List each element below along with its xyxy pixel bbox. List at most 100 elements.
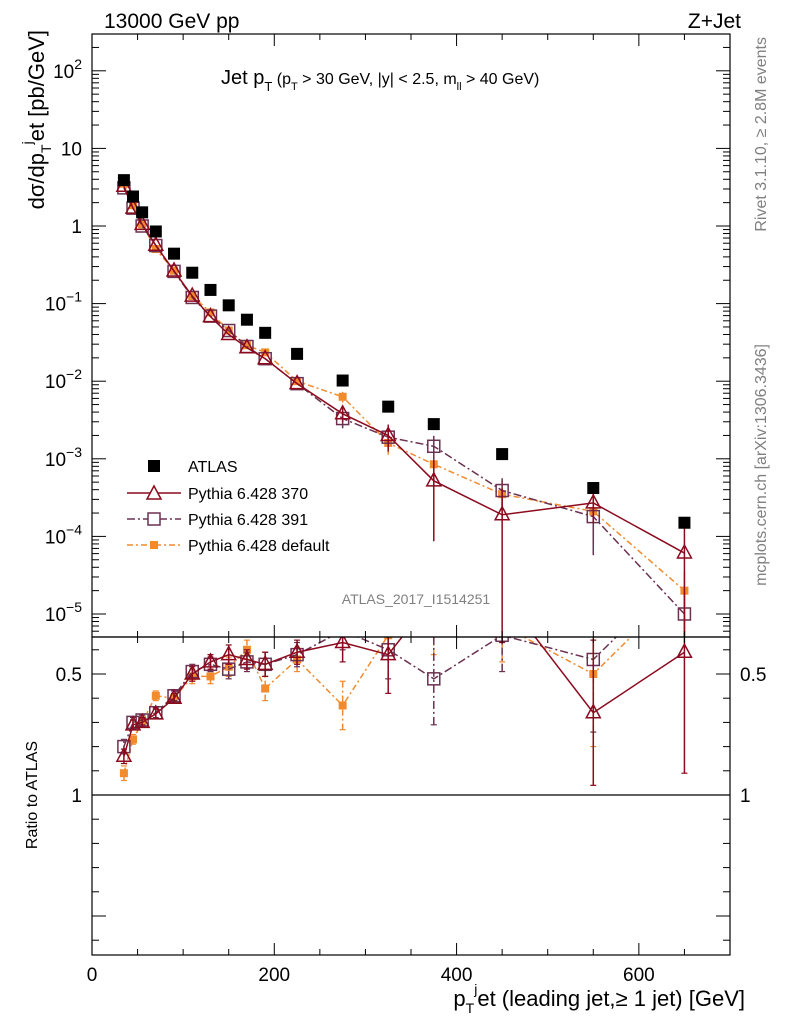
title-cut-mid: > 30 GeV, |y| < 2.5, m	[298, 71, 457, 88]
ratio-point-1-15	[585, 703, 602, 719]
title-cut-sub: T	[291, 81, 298, 93]
main-point-0-8	[240, 313, 253, 326]
legend-label-pythia-391: Pythia 6.428 391	[188, 512, 308, 529]
ratio-point-3-3	[151, 691, 160, 700]
xlabel-a: p	[453, 986, 465, 1011]
y-tick-label-7: 102	[53, 56, 82, 83]
xlabel-sup: j	[473, 981, 477, 997]
ratio-point-2-11	[335, 637, 350, 638]
y-tick-label-5: 1	[71, 217, 82, 238]
ratio-point-3-6	[206, 672, 215, 681]
main-point-1-13	[425, 471, 443, 487]
ratio-series-2	[117, 637, 618, 755]
main-point-0-15	[587, 482, 600, 495]
main-point-1-3	[147, 235, 165, 251]
ratio-point-3-13	[430, 622, 438, 630]
main-point-0-3	[149, 225, 162, 238]
main-line-3	[123, 183, 685, 592]
main-point-0-7	[222, 299, 235, 312]
main-point-1-8	[238, 338, 256, 354]
main-point-3-6	[206, 308, 215, 317]
main-point-3-11	[338, 392, 347, 401]
main-point-0-9	[259, 326, 272, 339]
title-cut-sub2: ll	[457, 81, 462, 93]
legend-marker-pythia-370	[127, 484, 181, 500]
main-point-3-3	[151, 245, 160, 254]
main-series-0	[117, 174, 691, 529]
main-point-0-13	[427, 418, 440, 431]
main-point-2-13	[427, 439, 441, 454]
ratio-point-1-11	[334, 637, 351, 649]
rivet-label: Rivet 3.1.10, ≥ 2.8M events	[753, 37, 770, 232]
ratio-y-axis-label: Ratio to ATLAS	[24, 741, 41, 849]
y-tick-label-0: 10−5	[45, 599, 82, 626]
ratio-point-1-9	[256, 654, 274, 671]
main-series-1	[115, 176, 693, 637]
main-point-1-5	[184, 286, 201, 302]
main-point-0-0	[117, 174, 130, 187]
ratio-tick-label-right-1: 1	[740, 786, 751, 807]
title-main-sub: T	[264, 79, 272, 94]
y-tick-label-3: 10−2	[45, 366, 82, 393]
legend-label-pythia-370: Pythia 6.428 370	[188, 486, 308, 503]
main-point-1-4	[165, 261, 183, 277]
title-cut-open: (p	[277, 71, 291, 88]
ratio-point-1-16	[676, 642, 693, 658]
x-tick-label-0: 0	[87, 965, 98, 986]
main-point-0-1	[127, 190, 140, 203]
ratio-point-3-0	[119, 769, 128, 778]
ratio-point-1-0	[115, 746, 133, 763]
title-cut-close: > 40 GeV)	[462, 71, 540, 88]
ratio-point-1-2	[133, 712, 151, 729]
header-right: Z+Jet	[688, 10, 741, 33]
main-point-1-11	[334, 404, 351, 420]
main-point-0-14	[496, 448, 509, 461]
main-point-1-9	[256, 349, 274, 365]
legend: ATLAS Pythia 6.428 370 Pythia 6.428 391 …	[127, 459, 330, 555]
main-point-0-6	[204, 283, 217, 296]
main-point-0-4	[168, 247, 181, 260]
header-left: 13000 GeV pp	[104, 10, 239, 33]
legend-marker-atlas	[148, 460, 160, 472]
xlabel-sub: T	[466, 1000, 475, 1016]
ratio-line-3	[123, 637, 633, 774]
main-point-3-8	[242, 341, 251, 350]
ratio-point-1-4	[165, 688, 183, 704]
x-axis-label: pTjet (leading jet,≥ 1 jet) [GeV]	[453, 981, 745, 1016]
main-point-2-5	[185, 290, 200, 305]
y-tick-label-6: 10	[61, 139, 82, 160]
legend-marker-pythia-391	[127, 512, 181, 526]
main-point-0-16	[678, 516, 691, 529]
ylabel-sub: T	[38, 144, 54, 153]
ratio-point-1-12	[379, 645, 397, 661]
ratio-point-3-11	[338, 701, 347, 710]
ratio-point-1-3	[147, 704, 165, 720]
y-tick-label-1: 10−4	[45, 521, 82, 548]
main-point-0-10	[291, 347, 304, 360]
ylabel-b: et [pb/GeV]	[24, 30, 49, 141]
main-point-1-7	[220, 324, 237, 341]
main-point-1-10	[288, 374, 306, 390]
legend-label-pythia-default: Pythia 6.428 default	[188, 538, 330, 555]
ratio-point-1-5	[184, 664, 201, 680]
main-point-2-7	[221, 323, 236, 338]
y-tick-label-4: 10−1	[45, 289, 82, 316]
main-point-0-5	[186, 266, 199, 279]
legend-label-atlas: ATLAS	[188, 459, 238, 476]
ratio-point-1-10	[288, 642, 306, 658]
ratio-point-3-9	[261, 684, 270, 693]
main-y-axis-label: dσ/dpTjet [pb/GeV]	[19, 30, 54, 209]
ratio-series-1	[115, 637, 693, 786]
main-point-3-1	[129, 201, 138, 210]
ratio-tick-label-right-0: 0.5	[740, 665, 766, 686]
main-point-1-12	[379, 425, 397, 442]
main-point-0-11	[336, 374, 349, 387]
main-point-1-16	[676, 543, 693, 559]
axes: 0 200 400 600 10−5 10−4 10−3 10−2 10−1 1 10 102 0.5 0…	[45, 33, 766, 986]
analysis-watermark: ATLAS_2017_I1514251	[342, 591, 491, 607]
xlabel-b: et (leading jet,≥ 1 jet) [GeV]	[477, 986, 745, 1011]
main-plot-title: Jet pT (pT > 30 GeV, |y| < 2.5, mll > 40…	[221, 67, 539, 94]
ratio-point-2-13	[427, 672, 441, 686]
ratio-point-1-6	[202, 652, 219, 668]
